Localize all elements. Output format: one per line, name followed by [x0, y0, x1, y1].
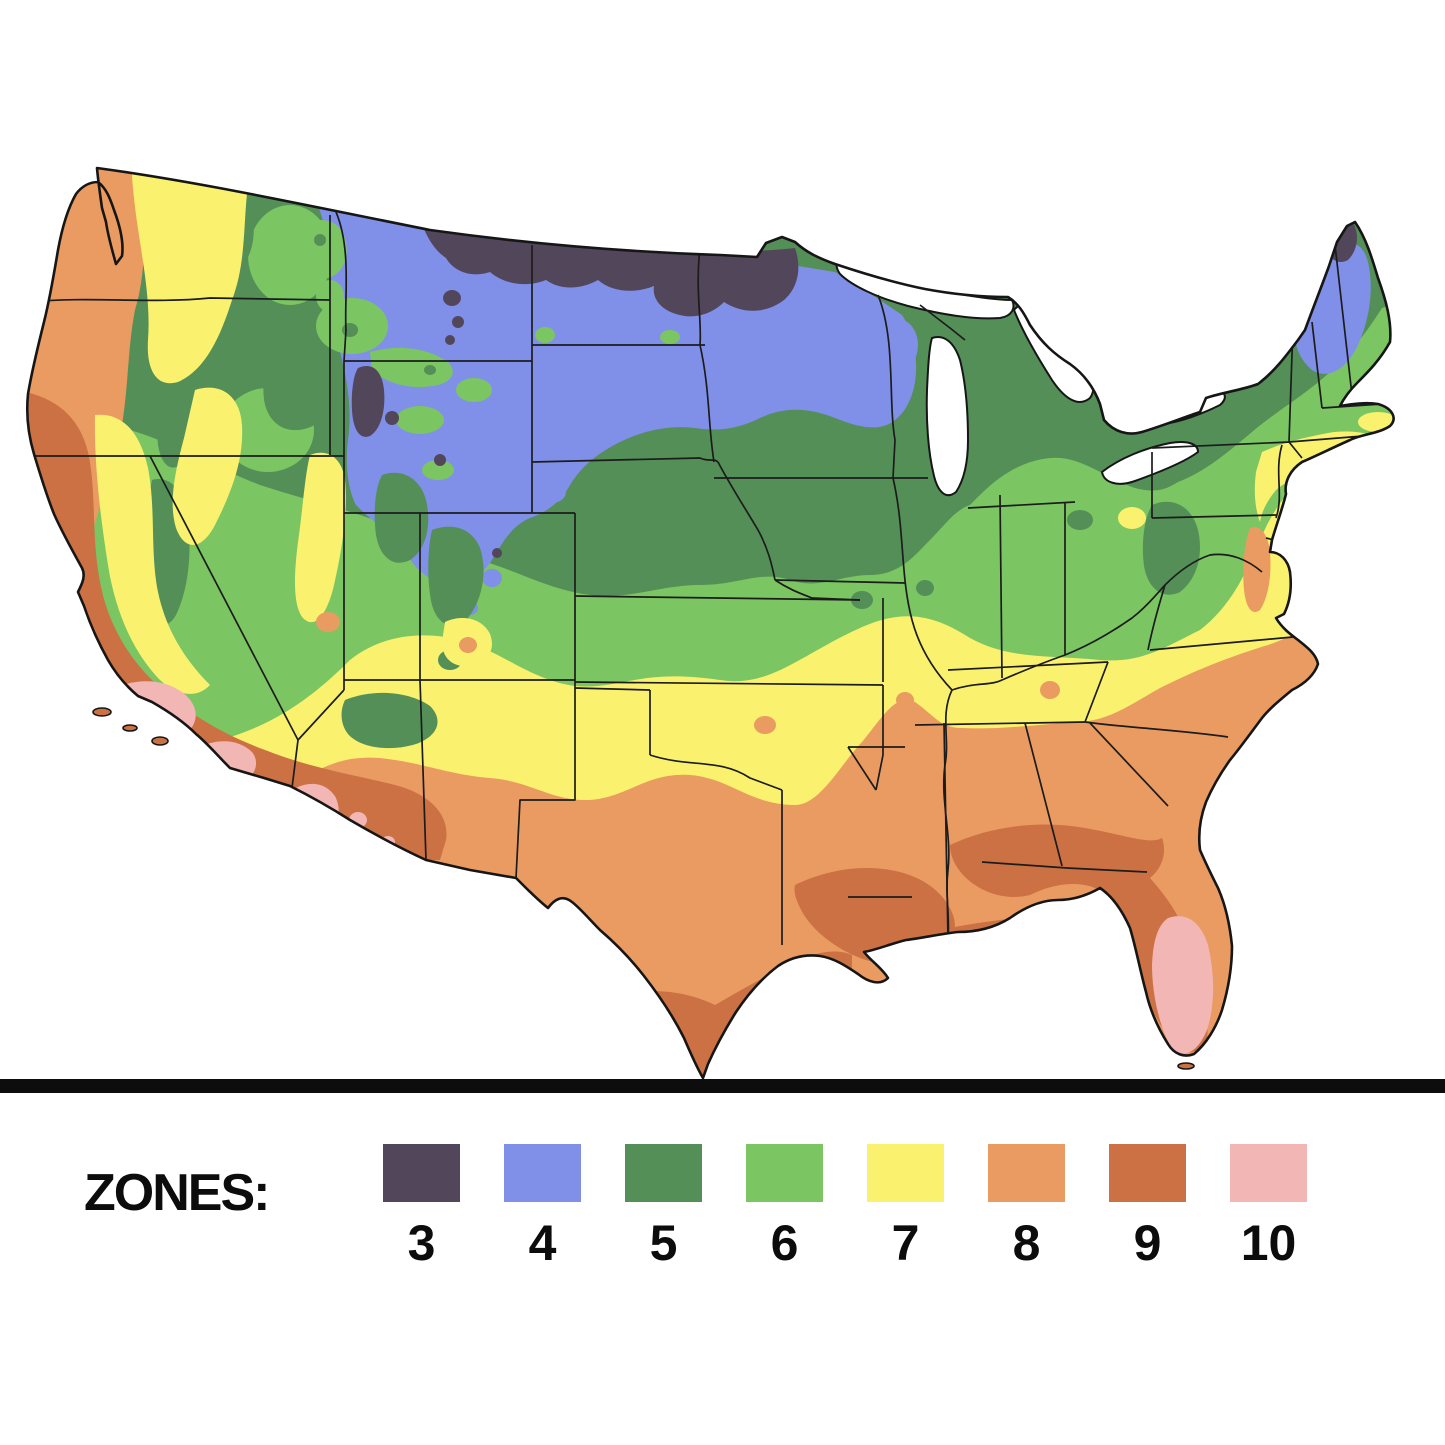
zone-number: 8 [1012, 1215, 1041, 1271]
zone-4-nw-wi [878, 319, 918, 371]
zone-10-sfl [1152, 916, 1214, 1054]
zone-7-ohio-valley-dot [1118, 507, 1146, 529]
zone-number: 9 [1133, 1215, 1162, 1271]
zone-3-mt-dot [443, 290, 461, 306]
zone-6-nd-dot [535, 327, 555, 343]
zone-5-mogollon [341, 692, 438, 749]
zone-6-wy-patch4 [422, 460, 454, 480]
zone-10-az [289, 783, 339, 842]
zone-6-wy-patch2 [396, 406, 444, 434]
zone-swatch [867, 1144, 944, 1202]
zone-swatch [1230, 1144, 1307, 1202]
zone-5-wv-apps [1142, 501, 1200, 595]
zone-8-delmarva [1243, 527, 1271, 612]
zone-5-wco-mtns [428, 526, 484, 626]
legend-zone-10: 10 [1230, 1144, 1307, 1268]
zone-number: 10 [1240, 1215, 1297, 1271]
zone-5-wy-dot [424, 365, 436, 375]
zone-number: 7 [891, 1215, 920, 1271]
zone-6-wy-patch3 [456, 378, 492, 402]
zone-8-slv-dot [459, 637, 477, 653]
lake-michigan [925, 336, 970, 497]
zone-3-mt-dot3 [445, 335, 455, 345]
zone-number: 5 [649, 1215, 678, 1271]
zone-swatch [1109, 1144, 1186, 1202]
zone-5-utah-mtns [374, 472, 429, 563]
zone-3-wy-dot [385, 411, 399, 425]
zone-9-florida [950, 824, 1208, 1053]
legend-zone-9: 9 [1109, 1144, 1186, 1268]
zone-4-sd-pocket [538, 481, 566, 503]
zone-4-vt-nh [1294, 312, 1338, 348]
zone-8-stgeorge-dot [316, 612, 340, 632]
zone-swatch [504, 1144, 581, 1202]
zone-swatch [383, 1144, 460, 1202]
legend-zone-6: 6 [746, 1144, 823, 1268]
zone-number: 4 [528, 1215, 557, 1271]
zone-7-ca-inland [94, 414, 210, 694]
zone-6-ewa-patch [248, 205, 332, 305]
zone-swatch [625, 1144, 702, 1202]
zone-fill-layers [27, 168, 1394, 1078]
zone-5-mt-dot [314, 234, 326, 246]
zone-5-mo-dot [851, 591, 873, 609]
legend-zones: 3 4 5 6 7 8 9 10 [383, 1144, 1307, 1268]
zone-5-oh-dot [1067, 510, 1093, 530]
zone-5-mt-dot2 [342, 323, 358, 337]
zone-number: 6 [770, 1215, 799, 1271]
channel-islands [92, 707, 1195, 1070]
zone-4-co-dot [482, 569, 502, 587]
legend-zone-8: 8 [988, 1144, 1065, 1268]
us-outline [25, 166, 1395, 1080]
zone-3-co-dot [492, 548, 502, 558]
zone-3-mt-dot2 [452, 316, 464, 328]
legend-label: ZONES: [84, 1164, 270, 1222]
zone-swatch [988, 1144, 1065, 1202]
legend-zone-5: 5 [625, 1144, 702, 1268]
zone-7-wa-band [131, 168, 250, 384]
zone-number: 3 [407, 1215, 436, 1271]
zone-9-al-dot [1002, 854, 1022, 870]
zone-3-wy-dot2 [434, 454, 446, 466]
legend-zone-7: 7 [867, 1144, 944, 1268]
zone-7-nv-ut-streak [294, 452, 346, 623]
zone-4-adirondacks [1204, 328, 1272, 388]
zone-6-mn-dot [660, 330, 680, 344]
zone-5-il-dot [916, 580, 934, 596]
zone-8-ar-dot [896, 692, 914, 708]
zone-10-az-dot3 [323, 849, 337, 861]
zone-8-ok-dot [754, 716, 776, 734]
state-borders [27, 211, 1389, 945]
legend-divider [0, 1079, 1445, 1093]
zone-8-tn-dot [1040, 681, 1060, 699]
lake-erie [1100, 441, 1200, 485]
legend-zone-4: 4 [504, 1144, 581, 1268]
zone-7-or-nv-streak [172, 387, 243, 545]
zone-swatch [746, 1144, 823, 1202]
legend-zone-3: 3 [383, 1144, 460, 1268]
zone-5-blue-mtns [263, 350, 334, 431]
zone-6-wy-patch [370, 347, 453, 388]
zone-3-yellowstone [351, 366, 385, 437]
